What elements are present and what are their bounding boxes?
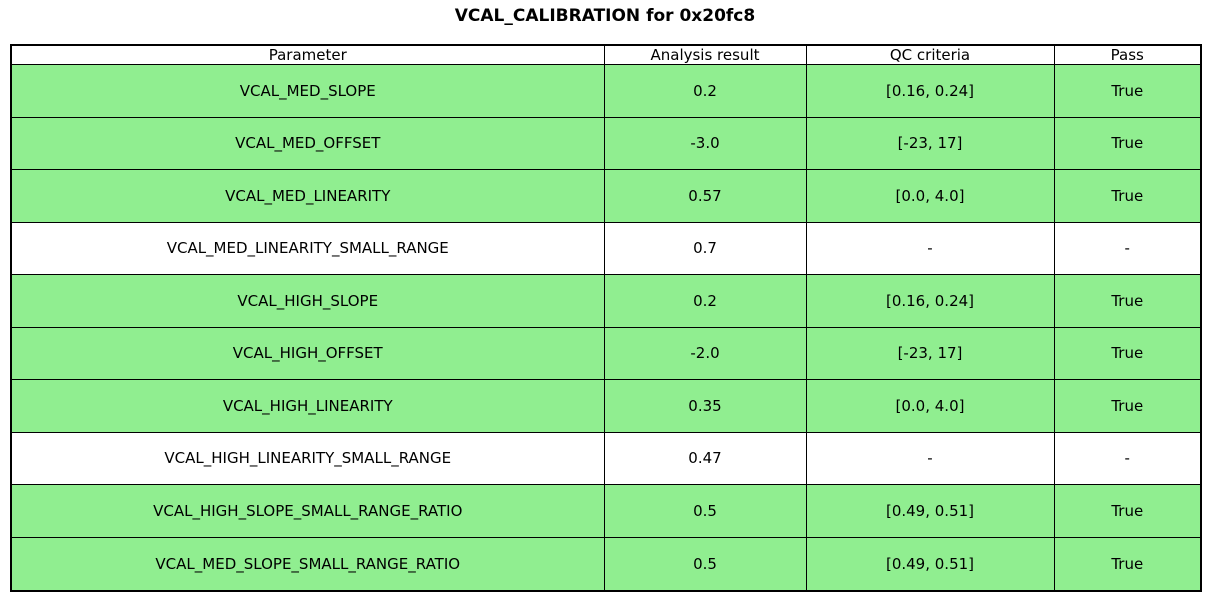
col-header-qc-criteria: QC criteria (805, 44, 1055, 65)
qc-cell: [0.49, 0.51] (805, 484, 1055, 538)
qc-cell: [-23, 17] (805, 116, 1055, 170)
result-cell: 0.2 (603, 64, 807, 118)
pass-cell: True (1053, 169, 1202, 223)
qc-cell: [0.0, 4.0] (805, 379, 1055, 433)
result-cell: 0.5 (603, 536, 807, 592)
param-cell: VCAL_MED_LINEARITY (10, 169, 605, 223)
param-cell: VCAL_HIGH_SLOPE_SMALL_RANGE_RATIO (10, 484, 605, 538)
result-cell: 0.47 (603, 431, 807, 485)
param-cell: VCAL_HIGH_OFFSET (10, 326, 605, 380)
qc-cell: [0.0, 4.0] (805, 169, 1055, 223)
table-row: VCAL_HIGH_LINEARITY_SMALL_RANGE 0.47 - - (10, 431, 1202, 485)
table-row: VCAL_HIGH_LINEARITY 0.35 [0.0, 4.0] True (10, 379, 1202, 433)
result-cell: 0.57 (603, 169, 807, 223)
col-header-pass: Pass (1053, 44, 1202, 65)
qc-cell: [0.16, 0.24] (805, 274, 1055, 328)
header-row: Parameter Analysis result QC criteria Pa… (10, 44, 1202, 65)
result-cell: 0.2 (603, 274, 807, 328)
qc-cell: - (805, 221, 1055, 275)
result-cell: -3.0 (603, 116, 807, 170)
pass-cell: - (1053, 221, 1202, 275)
table-row: VCAL_MED_OFFSET -3.0 [-23, 17] True (10, 116, 1202, 170)
qc-cell: [0.16, 0.24] (805, 64, 1055, 118)
table-row: VCAL_MED_SLOPE_SMALL_RANGE_RATIO 0.5 [0.… (10, 536, 1202, 592)
table-row: VCAL_HIGH_SLOPE_SMALL_RANGE_RATIO 0.5 [0… (10, 484, 1202, 538)
qc-cell: [0.49, 0.51] (805, 536, 1055, 592)
param-cell: VCAL_MED_SLOPE (10, 64, 605, 118)
pass-cell: True (1053, 484, 1202, 538)
param-cell: VCAL_HIGH_SLOPE (10, 274, 605, 328)
col-header-analysis-result: Analysis result (603, 44, 807, 65)
param-cell: VCAL_MED_LINEARITY_SMALL_RANGE (10, 221, 605, 275)
param-cell: VCAL_HIGH_LINEARITY_SMALL_RANGE (10, 431, 605, 485)
qc-cell: [-23, 17] (805, 326, 1055, 380)
table-row: VCAL_HIGH_OFFSET -2.0 [-23, 17] True (10, 326, 1202, 380)
result-cell: 0.7 (603, 221, 807, 275)
result-cell: -2.0 (603, 326, 807, 380)
param-cell: VCAL_HIGH_LINEARITY (10, 379, 605, 433)
pass-cell: True (1053, 379, 1202, 433)
table-row: VCAL_MED_LINEARITY 0.57 [0.0, 4.0] True (10, 169, 1202, 223)
pass-cell: True (1053, 116, 1202, 170)
pass-cell: True (1053, 274, 1202, 328)
pass-cell: True (1053, 536, 1202, 592)
result-cell: 0.5 (603, 484, 807, 538)
param-cell: VCAL_MED_OFFSET (10, 116, 605, 170)
pass-cell: True (1053, 64, 1202, 118)
param-cell: VCAL_MED_SLOPE_SMALL_RANGE_RATIO (10, 536, 605, 592)
table-row: VCAL_HIGH_SLOPE 0.2 [0.16, 0.24] True (10, 274, 1202, 328)
result-cell: 0.35 (603, 379, 807, 433)
pass-cell: True (1053, 326, 1202, 380)
table-row: VCAL_MED_SLOPE 0.2 [0.16, 0.24] True (10, 64, 1202, 118)
table-row: VCAL_MED_LINEARITY_SMALL_RANGE 0.7 - - (10, 221, 1202, 275)
pass-cell: - (1053, 431, 1202, 485)
col-header-parameter: Parameter (10, 44, 605, 65)
qc-cell: - (805, 431, 1055, 485)
page-title: VCAL_CALIBRATION for 0x20fc8 (454, 6, 756, 26)
qc-results-table: Parameter Analysis result QC criteria Pa… (10, 44, 1202, 592)
